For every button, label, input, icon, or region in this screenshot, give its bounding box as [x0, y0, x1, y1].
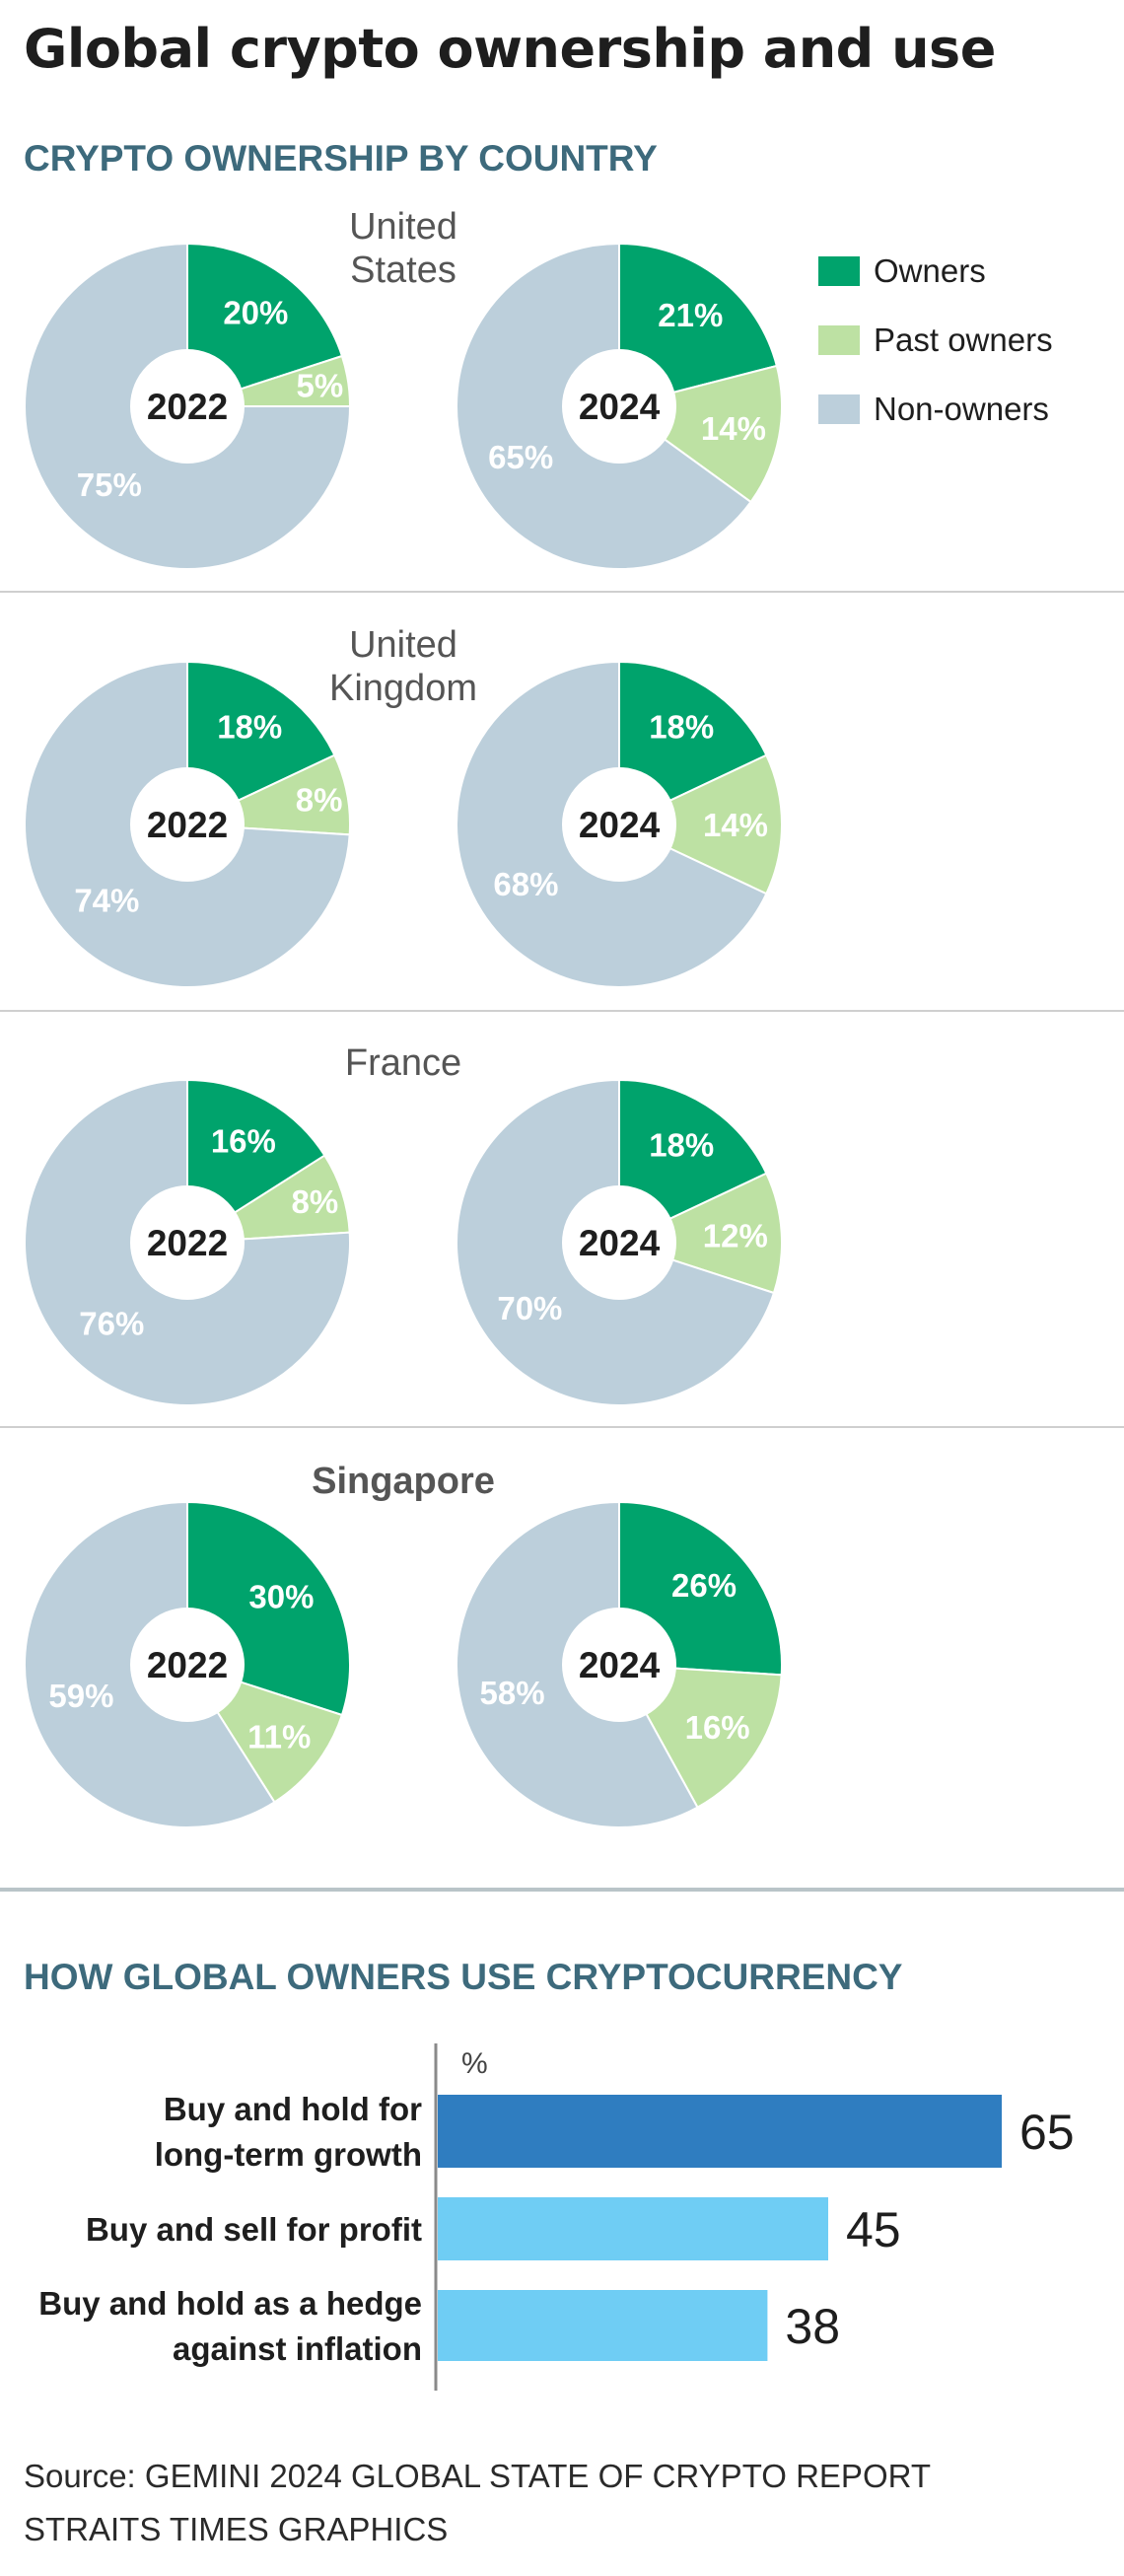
pie-france-2022: 16% 8% 76% 2022: [24, 1078, 351, 1406]
pie-value-label: 8%: [296, 782, 343, 819]
country-name-united-states: United: [349, 206, 457, 248]
pie-value-label: 26%: [671, 1567, 737, 1604]
pie-value-label: 5%: [296, 368, 343, 404]
pie-value-label: 12%: [703, 1218, 768, 1254]
pie-center-hole: [562, 349, 676, 464]
country-name-united-kingdom: Kingdom: [329, 668, 477, 709]
pie-value-label: 18%: [649, 708, 714, 745]
pie-year-label: 2022: [147, 805, 228, 845]
bar-buy-and-hold-as-a-hedge-against-inflation: [438, 2290, 768, 2361]
country-name-france: France: [345, 1042, 461, 1084]
legend-item-owners: Owners: [818, 237, 1053, 306]
pie-value-label: 16%: [685, 1709, 750, 1746]
pie-value-label: 14%: [701, 410, 766, 447]
source-line: Source: GEMINI 2024 GLOBAL STATE OF CRYP…: [24, 2458, 932, 2494]
pie-center-hole: [130, 1185, 245, 1300]
pie-france-2024: 18% 12% 70% 2024: [456, 1078, 783, 1406]
pie-year-label: 2024: [579, 1223, 661, 1263]
pie-slice-past-owners: [616, 753, 783, 895]
bar-category-label: Buy and hold as a hedge: [38, 2285, 422, 2322]
pie-value-label: 8%: [291, 1183, 338, 1220]
pie-value-label: 68%: [493, 866, 558, 902]
pie-united-kingdom-2022: 18% 8% 74% 2022: [24, 660, 351, 988]
bar-buy-and-hold-for-long-term-growth: [438, 2095, 1002, 2168]
credit-line: STRAITS TIMES GRAPHICS: [24, 2511, 449, 2547]
bar-category-label: Buy and sell for profit: [86, 2211, 422, 2248]
legend-swatch-owners: [818, 256, 860, 286]
pie-singapore-2024: 26% 16% 58% 2024: [456, 1500, 783, 1828]
bar-unit-label: %: [461, 2047, 488, 2080]
pie-center-hole: [130, 767, 245, 882]
pie-value-label: 75%: [77, 466, 142, 503]
pie-year-label: 2024: [579, 387, 661, 427]
country-name-united-states: States: [350, 250, 457, 291]
ownership-section-title: CRYPTO OWNERSHIP BY COUNTRY: [24, 138, 658, 179]
usage-section-title: HOW GLOBAL OWNERS USE CRYPTOCURRENCY: [24, 1957, 903, 1997]
pie-value-label: 20%: [223, 295, 288, 331]
page-title: Global crypto ownership and use: [24, 18, 996, 80]
pie-center-hole: [562, 1608, 676, 1722]
pie-year-label: 2024: [579, 805, 661, 845]
bar-buy-and-sell-for-profit: [438, 2197, 828, 2260]
legend-label-owners: Owners: [874, 252, 986, 289]
pie-slice-non-owners: [24, 1078, 351, 1406]
pie-center-hole: [130, 1608, 245, 1722]
pie-value-label: 11%: [247, 1718, 311, 1754]
pie-value-label: 58%: [479, 1675, 544, 1711]
pie-value-label: 74%: [74, 883, 139, 919]
bar-category-label: against inflation: [173, 2330, 422, 2367]
pie-year-label: 2022: [147, 1645, 228, 1685]
bar-value-label: 45: [846, 2202, 901, 2257]
pie-united-states-2024: 21% 14% 65% 2024: [456, 242, 783, 570]
bar-category-label: Buy and hold for: [164, 2091, 422, 2127]
pie-year-label: 2022: [147, 387, 228, 427]
pie-center-hole: [562, 1185, 676, 1300]
legend-swatch-non-owners: [818, 394, 860, 424]
bar-value-label: 65: [1019, 2105, 1075, 2160]
legend-item-non-owners: Non-owners: [818, 375, 1053, 444]
bar-category-label: long-term growth: [155, 2136, 422, 2173]
legend-label-non-owners: Non-owners: [874, 391, 1049, 427]
pie-value-label: 18%: [649, 1126, 714, 1163]
pie-slice-non-owners: [24, 242, 352, 570]
pie-year-label: 2022: [147, 1223, 228, 1263]
country-name-singapore: Singapore: [312, 1461, 495, 1502]
pie-value-label: 70%: [497, 1290, 562, 1326]
source-note: Source: GEMINI 2024 GLOBAL STATE OF CRYP…: [24, 2450, 931, 2556]
pie-value-label: 30%: [248, 1579, 314, 1615]
pie-value-label: 18%: [217, 708, 282, 745]
pie-value-label: 65%: [488, 439, 553, 475]
legend: Owners Past owners Non-owners: [818, 237, 1053, 444]
country-name-united-kingdom: United: [349, 624, 457, 666]
pie-value-label: 76%: [79, 1306, 144, 1342]
legend-label-past-owners: Past owners: [874, 322, 1053, 358]
legend-swatch-past-owners: [818, 325, 860, 355]
legend-item-past-owners: Past owners: [818, 306, 1053, 375]
pie-center-hole: [130, 349, 245, 464]
pie-value-label: 16%: [211, 1123, 276, 1160]
pie-year-label: 2024: [579, 1645, 661, 1685]
ownership-pie-charts: UnitedStates20%5%75%202221%14%65%2024Uni…: [0, 206, 1124, 1892]
pie-value-label: 14%: [703, 807, 768, 843]
pie-slice-past-owners: [616, 1172, 783, 1295]
pie-center-hole: [562, 767, 676, 882]
bar-value-label: 38: [785, 2299, 840, 2354]
pie-value-label: 59%: [48, 1678, 113, 1714]
pie-united-kingdom-2024: 18% 14% 68% 2024: [456, 660, 783, 988]
pie-value-label: 21%: [658, 297, 723, 333]
pie-united-states-2022: 20% 5% 75% 2022: [24, 242, 352, 570]
pie-singapore-2022: 30% 11% 59% 2022: [24, 1500, 351, 1828]
